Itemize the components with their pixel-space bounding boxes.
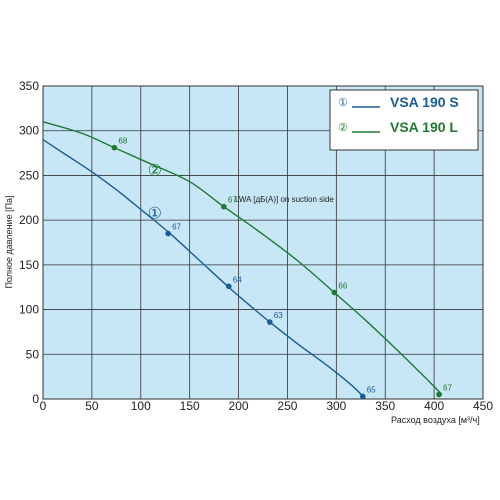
series-1-point bbox=[165, 230, 171, 237]
x-tick-label: 450 bbox=[473, 399, 493, 413]
lwa-annotation: LWA [дБ(A)] on suction side bbox=[235, 195, 334, 204]
y-tick-label: 300 bbox=[19, 124, 39, 138]
y-tick-label: 100 bbox=[19, 303, 39, 317]
series-2-point-label: 68 bbox=[118, 137, 127, 146]
series-1-point bbox=[267, 319, 273, 325]
series-2-point-label: 67 bbox=[443, 384, 452, 393]
series-2-point bbox=[111, 144, 118, 151]
series-2-point-label: 66 bbox=[338, 282, 347, 291]
series-2-point bbox=[221, 203, 227, 210]
series-1-point-label: 67 bbox=[172, 223, 181, 232]
series-1-line bbox=[42, 139, 367, 400]
x-tick-label: 350 bbox=[375, 399, 395, 413]
legend-marker-1: ① bbox=[338, 97, 348, 109]
y-tick-label: 250 bbox=[19, 168, 39, 182]
x-tick-label: 150 bbox=[180, 399, 200, 413]
y-tick-label: 150 bbox=[19, 258, 39, 272]
x-tick-label: 300 bbox=[326, 399, 346, 413]
legend: ① VSA 190 S ② VSA 190 L bbox=[329, 89, 479, 151]
series-2-point bbox=[331, 289, 338, 296]
y-tick-label: 0 bbox=[32, 392, 39, 406]
x-tick-label: 50 bbox=[85, 399, 99, 413]
series-1-point-label: 63 bbox=[274, 311, 283, 320]
x-axis-ticks: 0 50 100 150 200 250 300 350 400 450 bbox=[40, 399, 494, 413]
series-2-point-label: 67 bbox=[228, 196, 237, 205]
x-tick-label: 200 bbox=[229, 399, 249, 413]
x-tick-label: 250 bbox=[277, 399, 297, 413]
y-tick-label: 50 bbox=[26, 347, 40, 361]
x-tick-label: 100 bbox=[131, 399, 151, 413]
series-1-point-label: 64 bbox=[233, 275, 242, 284]
series-1-curve-label: ① bbox=[148, 205, 162, 222]
y-tick-label: 200 bbox=[19, 213, 39, 227]
x-tick-label: 0 bbox=[40, 399, 47, 413]
legend-label-1: VSA 190 S bbox=[390, 94, 459, 110]
y-axis-title: Полное давление [Па] bbox=[4, 195, 14, 288]
y-axis-ticks: 0 50 100 150 200 250 300 350 bbox=[19, 79, 39, 406]
legend-marker-2: ② bbox=[338, 122, 348, 134]
series-1-point bbox=[359, 393, 366, 400]
series-layer: 67 64 63 65 68 67 66 67 bbox=[42, 121, 452, 400]
y-tick-label: 350 bbox=[19, 79, 39, 93]
series-1-point-label: 65 bbox=[367, 385, 376, 394]
legend-label-2: VSA 190 L bbox=[390, 119, 458, 135]
legend-box bbox=[329, 89, 479, 151]
series-1-point bbox=[225, 283, 232, 290]
series-2-curve-label: ② bbox=[148, 162, 162, 179]
x-axis-title: Расход воздуха [м³/ч] bbox=[391, 415, 480, 425]
series-2-point bbox=[436, 391, 442, 398]
x-tick-label: 400 bbox=[424, 399, 444, 413]
